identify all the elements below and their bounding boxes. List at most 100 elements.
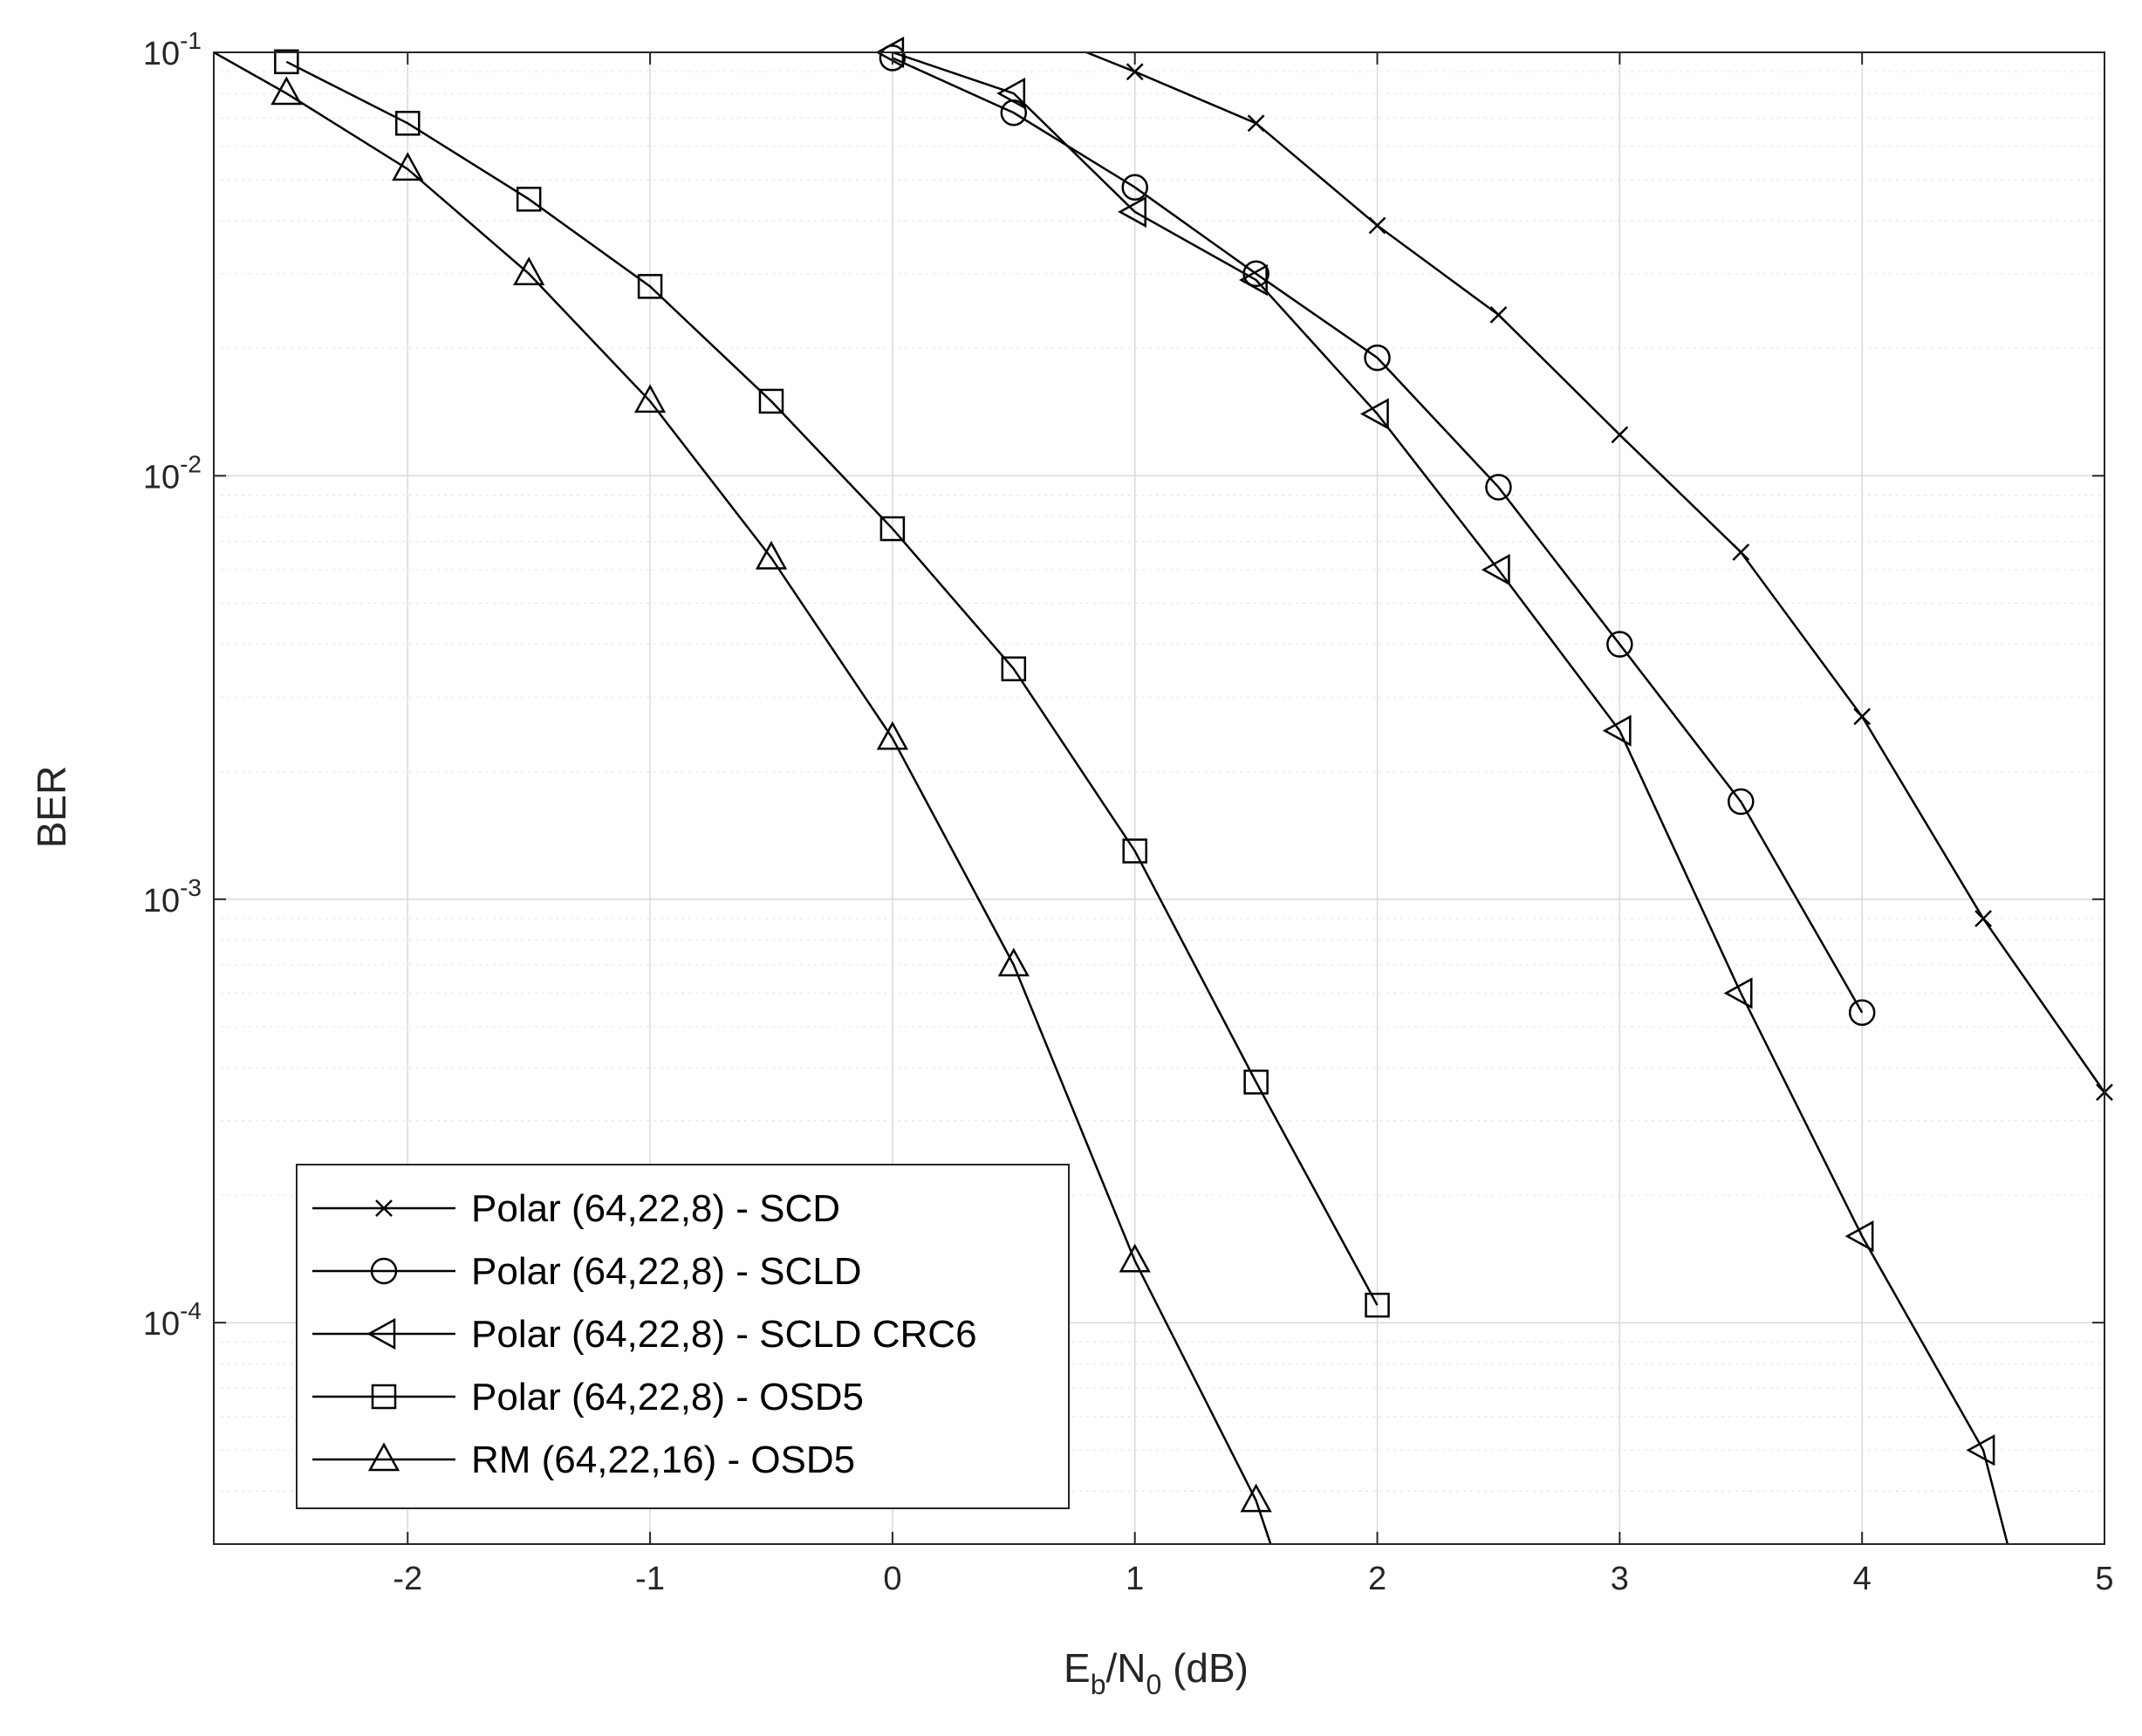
x-axis-title: Eb/N0 (dB) <box>1064 1645 1249 1700</box>
y-axis-title: BER <box>29 766 74 849</box>
data-point <box>1723 977 1753 1009</box>
marker-stroke <box>1974 910 1992 927</box>
y-tick-label-exponent: -2 <box>180 450 202 477</box>
data-point <box>366 1317 396 1350</box>
legend-label: Polar (64,22,8) - SCLD CRC6 <box>471 1313 977 1356</box>
marker-stroke <box>1126 63 1144 81</box>
data-point <box>1368 216 1386 235</box>
data-point <box>1119 1243 1151 1273</box>
legend-item: Polar (64,22,8) - OSD5 <box>312 1376 864 1418</box>
legend-item: Polar (64,22,8) - SCD <box>312 1187 840 1230</box>
x-axis-ticks: -2 -1 0 1 2 3 4 5 <box>393 52 2114 1597</box>
data-point <box>879 44 907 72</box>
data-point <box>1844 1220 1874 1253</box>
y-tick-label: 10-1 <box>143 27 202 72</box>
legend-item: Polar (64,22,8) - SCLD CRC6 <box>312 1313 977 1356</box>
data-point <box>270 76 303 106</box>
y-tick-label-base: 10 <box>143 883 180 919</box>
data-point <box>997 947 1030 977</box>
data-point <box>274 49 299 75</box>
data-point <box>1001 656 1027 681</box>
x-tick-label: 3 <box>1611 1561 1629 1597</box>
marker-stroke <box>1247 114 1265 133</box>
data-point <box>1239 263 1268 297</box>
data-point <box>1364 344 1391 372</box>
data-point <box>1485 474 1512 501</box>
data-point <box>1966 1434 1995 1466</box>
series-3 <box>274 49 1390 1318</box>
x-tick-label: 0 <box>883 1561 901 1597</box>
legend-label: Polar (64,22,8) - OSD5 <box>471 1376 864 1418</box>
series-4 <box>214 52 1272 1544</box>
y-tick-label-exponent: -4 <box>180 1297 202 1324</box>
y-tick-label: 10-2 <box>143 450 202 496</box>
marker-stroke <box>1732 543 1750 561</box>
data-point <box>876 721 909 750</box>
y-tick-label-base: 10 <box>143 1306 180 1343</box>
data-point <box>1481 553 1510 586</box>
data-point <box>367 1442 400 1472</box>
x-tick-label: 2 <box>1368 1561 1386 1597</box>
legend-item: RM (64,22,16) - OSD5 <box>312 1439 855 1481</box>
legend: Polar (64,22,8) - SCD Polar (64,22,8) - S… <box>296 1164 1070 1509</box>
data-point <box>1247 114 1265 133</box>
data-point <box>1974 910 1992 927</box>
data-point <box>1602 714 1632 747</box>
data-point <box>1848 999 1876 1026</box>
data-point <box>633 384 667 413</box>
data-point <box>755 540 788 570</box>
data-point <box>1126 63 1144 81</box>
x-axis-title-tail: (dB) <box>1161 1645 1249 1691</box>
legend-label: Polar (64,22,8) - SCD <box>471 1187 840 1230</box>
series-2 <box>875 36 2009 1544</box>
legend-box <box>296 1164 1070 1509</box>
data-point <box>375 1199 393 1217</box>
y-tick-label-base: 10 <box>143 36 180 72</box>
x-tick-label: -2 <box>393 1561 422 1597</box>
legend-label: Polar (64,22,8) - SCLD <box>471 1250 862 1293</box>
marker-stroke <box>375 1199 393 1217</box>
series-0 <box>1085 52 2113 1101</box>
data-point <box>1240 1483 1272 1513</box>
x-axis-title-sub1: b <box>1091 1669 1106 1700</box>
data-point <box>370 1257 398 1285</box>
marker-stroke <box>1611 426 1629 444</box>
data-point <box>879 516 906 542</box>
y-tick-label: 10-4 <box>143 1297 202 1343</box>
marker-stroke <box>1368 216 1386 235</box>
data-point <box>1359 398 1389 430</box>
data-point <box>1853 707 1872 726</box>
legend-items: Polar (64,22,8) - SCD Polar (64,22,8) - S… <box>312 1187 977 1481</box>
x-tick-label: 1 <box>1126 1561 1144 1597</box>
series-line <box>892 52 2009 1544</box>
data-point <box>637 274 663 299</box>
data-point <box>513 256 545 286</box>
x-tick-label: -1 <box>635 1561 665 1597</box>
data-point <box>1243 1070 1269 1095</box>
data-point <box>1489 305 1508 324</box>
data-point <box>1365 1292 1390 1318</box>
data-point <box>1606 631 1633 658</box>
y-tick-label-exponent: -3 <box>180 874 202 901</box>
data-point <box>371 1384 397 1410</box>
x-axis-title-mid: /N <box>1106 1645 1146 1691</box>
series-line <box>285 60 1379 1306</box>
series-line <box>1085 52 2104 1093</box>
data-point <box>1122 838 1147 864</box>
x-tick-label: 5 <box>2095 1561 2113 1597</box>
data-point <box>1118 195 1146 228</box>
x-axis-title-base: E <box>1064 1645 1091 1691</box>
y-tick-label-exponent: -1 <box>180 27 202 54</box>
data-point <box>1611 426 1629 444</box>
data-point <box>1732 543 1750 561</box>
plot-series <box>214 36 2113 1544</box>
plot-frame <box>213 51 2105 1545</box>
series-line <box>214 52 1272 1544</box>
y-tick-label: 10-3 <box>143 874 202 919</box>
legend-label: RM (64,22,16) - OSD5 <box>471 1439 855 1481</box>
y-tick-label-base: 10 <box>143 459 180 496</box>
y-axis-ticks: 10-410-310-210-1 <box>143 27 2104 1343</box>
series-line <box>892 57 1864 1014</box>
data-point <box>996 77 1026 110</box>
